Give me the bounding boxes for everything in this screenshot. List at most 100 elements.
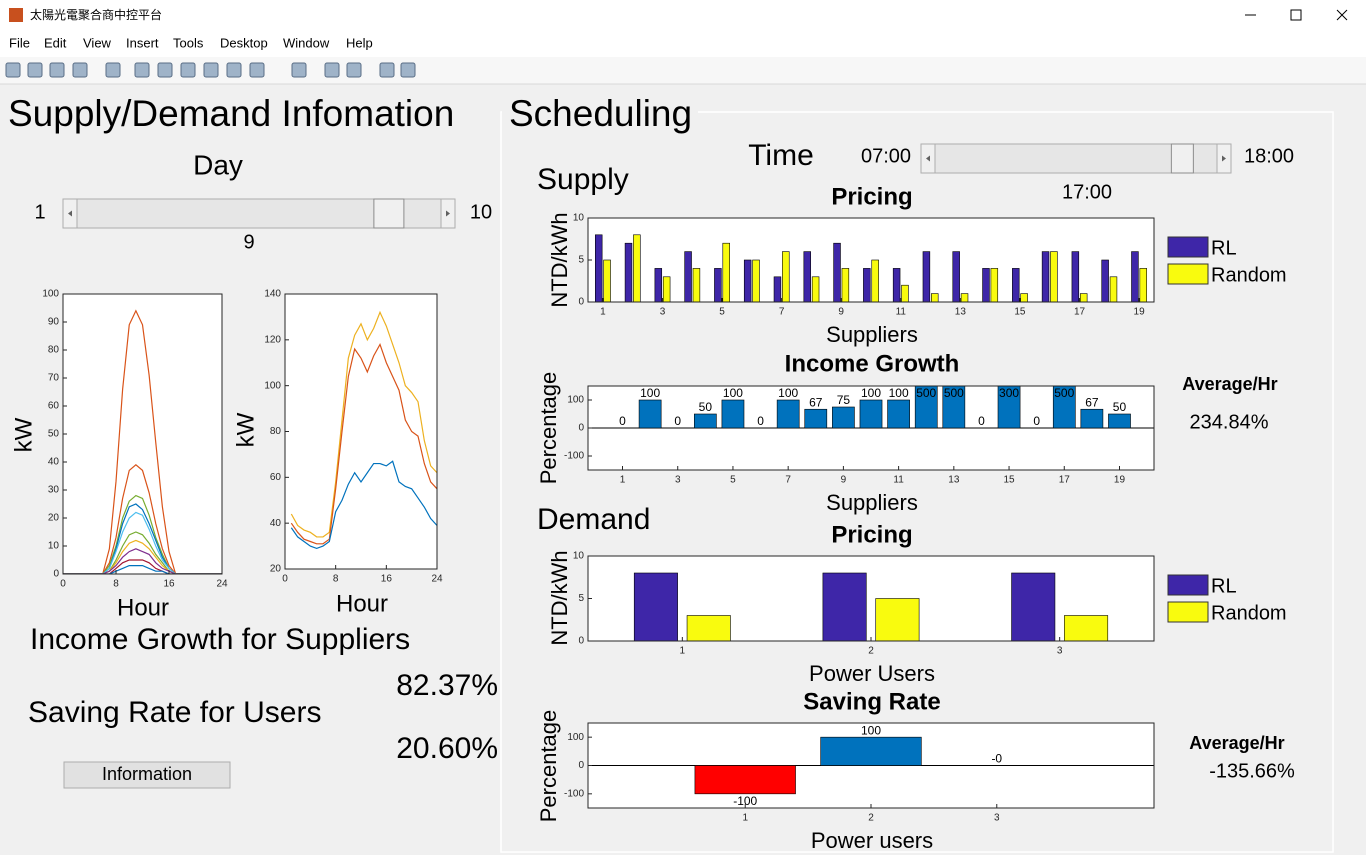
toolbar-button[interactable]: [27, 62, 43, 78]
bar: [633, 234, 641, 302]
axes-box: [587, 555, 1155, 642]
slider-min: 07:00: [861, 145, 911, 167]
annotation-value: -135.66%: [1209, 760, 1295, 782]
button-label[interactable]: Information: [102, 764, 192, 784]
arrow-glyph: [1222, 155, 1226, 162]
toolbar-button[interactable]: [400, 62, 416, 78]
line-series: [290, 460, 437, 550]
bar: [686, 615, 731, 641]
bar: [931, 293, 939, 302]
axes-box: [587, 217, 1155, 303]
y-tick-label: 60: [48, 401, 60, 412]
bar: [594, 234, 603, 302]
y-tick-label: 30: [48, 485, 60, 496]
menu-item[interactable]: File: [9, 35, 30, 50]
menu-item[interactable]: Help: [346, 35, 373, 50]
menu-item[interactable]: View: [83, 35, 112, 50]
maximize-button[interactable]: [1290, 9, 1302, 21]
bar: [952, 251, 960, 302]
bar: [624, 242, 633, 302]
bar: [811, 276, 820, 302]
toolbar-button[interactable]: [249, 62, 265, 78]
toolbar-button[interactable]: [324, 62, 340, 78]
bar: [1012, 268, 1020, 302]
y-tick-label: 5: [578, 255, 584, 266]
toolbar-button[interactable]: [105, 62, 121, 78]
bar: [1052, 386, 1076, 429]
close-button[interactable]: [1336, 9, 1348, 21]
legend-swatch: [1167, 236, 1209, 258]
menu-item[interactable]: Desktop: [220, 35, 268, 50]
y-tick-label: 20: [270, 564, 282, 575]
x-axis-label: Power Users: [809, 661, 935, 686]
toolbar-button[interactable]: [134, 62, 150, 78]
x-tick-label: 17: [1074, 307, 1086, 318]
axes-background: [63, 294, 222, 574]
toolbar-button[interactable]: [5, 62, 21, 78]
data-label: 67: [1085, 395, 1099, 409]
y-axis-label: NTD/kWh: [547, 550, 572, 645]
x-tick-label: 15: [1003, 475, 1015, 486]
menu-item[interactable]: Tools: [173, 35, 204, 50]
bar: [1020, 293, 1028, 302]
y-tick-label: 100: [567, 395, 584, 406]
plot-area: [588, 386, 1154, 429]
x-tick-label: 3: [994, 813, 1000, 824]
chart-title: Saving Rate: [803, 688, 940, 715]
line-series: [63, 309, 222, 574]
chart-title: Income Growth: [785, 350, 960, 377]
bar: [914, 386, 938, 429]
y-axis-label: Percentage: [536, 710, 561, 823]
menu-item[interactable]: Insert: [126, 35, 159, 50]
axes-background: [588, 556, 1154, 641]
bar: [871, 259, 879, 302]
x-axis-label: Suppliers: [826, 490, 918, 515]
menu-bar: [0, 30, 1366, 57]
axes-box: [587, 385, 1155, 471]
bar: [822, 572, 867, 641]
legend-label: Random: [1211, 602, 1287, 624]
y-tick-label: 10: [48, 541, 60, 552]
toolbar-button[interactable]: [346, 62, 362, 78]
data-label: 100: [861, 723, 881, 737]
toolbar-button[interactable]: [72, 62, 88, 78]
menu-item[interactable]: Window: [283, 35, 330, 50]
bar: [603, 259, 611, 302]
x-tick-label: 3: [1057, 646, 1063, 657]
toolbar-button[interactable]: [291, 62, 307, 78]
plot-area: [63, 309, 222, 574]
saving-label: Saving Rate for Users: [28, 696, 321, 729]
toolbar-button[interactable]: [49, 62, 65, 78]
x-tick-label: 0: [60, 579, 66, 590]
bar: [942, 386, 966, 429]
annotation-value: 234.84%: [1190, 411, 1269, 433]
data-label: 50: [699, 400, 713, 414]
y-tick-label: 0: [53, 569, 59, 580]
x-tick-label: 7: [785, 475, 791, 486]
slider-thumb[interactable]: [1170, 143, 1194, 174]
toolbar-button[interactable]: [379, 62, 395, 78]
toolbar-button[interactable]: [157, 62, 173, 78]
bar: [692, 268, 701, 302]
y-tick-label: 80: [48, 345, 60, 356]
x-tick-label: 8: [113, 579, 119, 590]
toolbar-button[interactable]: [203, 62, 219, 78]
y-tick-label: 70: [48, 373, 60, 384]
toolbar-button[interactable]: [226, 62, 242, 78]
bar: [863, 268, 871, 302]
slider-thumb[interactable]: [373, 198, 405, 229]
panel-border: [500, 111, 1334, 853]
bar: [1041, 251, 1050, 302]
y-tick-label: 90: [48, 317, 60, 328]
app-icon: [9, 8, 23, 22]
axes-box: [587, 722, 1155, 809]
bar: [752, 259, 760, 302]
panel-title: Supply/Demand Infomation: [8, 93, 454, 134]
information-button[interactable]: [63, 761, 231, 789]
bar: [833, 242, 841, 302]
toolbar-button[interactable]: [180, 62, 196, 78]
menu-item[interactable]: Edit: [44, 35, 67, 50]
bar: [773, 276, 782, 302]
x-tick-label: 19: [1134, 307, 1146, 318]
